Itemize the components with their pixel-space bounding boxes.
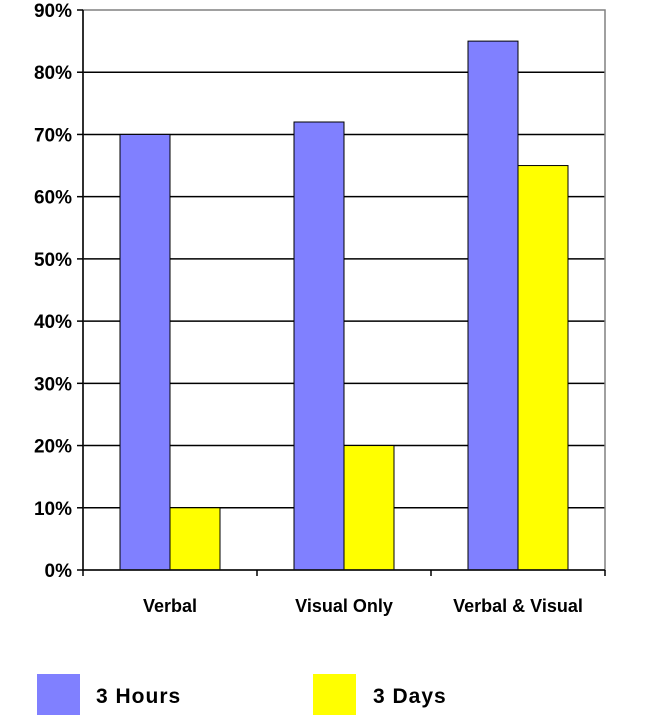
y-tick-label: 0% xyxy=(45,561,73,582)
x-category-label: Verbal xyxy=(143,596,197,616)
legend-label: 3 Hours xyxy=(96,685,181,708)
y-tick-label: 70% xyxy=(34,125,72,146)
bar-3-hours-0 xyxy=(119,133,171,571)
legend: 3 Hours 3 Days xyxy=(37,674,447,715)
bar-3-hours-1 xyxy=(293,121,345,571)
axes xyxy=(77,9,606,576)
y-tick-label: 80% xyxy=(34,63,72,84)
y-axis-tick-labels: 0% 10% 20% 30% 40% 50% 60% 70% 80% 90% xyxy=(34,1,72,582)
y-tick-label: 20% xyxy=(34,437,72,458)
x-category-label: Visual Only xyxy=(295,596,393,616)
y-tick-label: 50% xyxy=(34,250,72,271)
x-category-label: Verbal & Visual xyxy=(453,596,583,616)
bar-3-days-2 xyxy=(517,165,569,571)
x-axis-category-labels: Verbal Visual Only Verbal & Visual xyxy=(143,596,583,616)
bar-3-days-0 xyxy=(169,507,221,571)
y-tick-label: 30% xyxy=(34,374,72,395)
legend-swatch xyxy=(313,674,356,715)
legend-swatch xyxy=(37,674,80,715)
bar-3-hours-2 xyxy=(467,40,519,571)
y-tick-label: 10% xyxy=(34,499,72,520)
y-tick-label: 40% xyxy=(34,312,72,333)
y-tick-label: 60% xyxy=(34,188,72,209)
bar-3-days-1 xyxy=(343,445,395,571)
bars xyxy=(119,40,569,571)
y-tick-label: 90% xyxy=(34,1,72,22)
legend-label: 3 Days xyxy=(373,685,447,708)
